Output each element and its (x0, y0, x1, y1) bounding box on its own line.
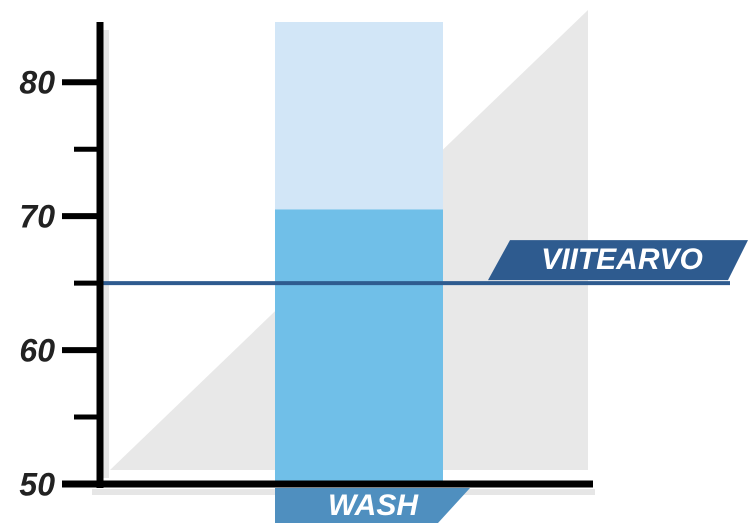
plot: WASH VIITEARVO 50 60 70 80 (19, 22, 748, 523)
y-tick-label: 70 (19, 199, 55, 235)
y-tick-label: 60 (19, 333, 55, 369)
x-tick-label: WASH (328, 489, 419, 522)
reference-label: VIITEARVO (541, 243, 703, 276)
bar (275, 209, 443, 484)
y-tick-label: 50 (19, 466, 55, 502)
reference-label-box (488, 240, 748, 281)
y-tick-label: 80 (19, 65, 55, 101)
category-label-box (275, 488, 470, 523)
